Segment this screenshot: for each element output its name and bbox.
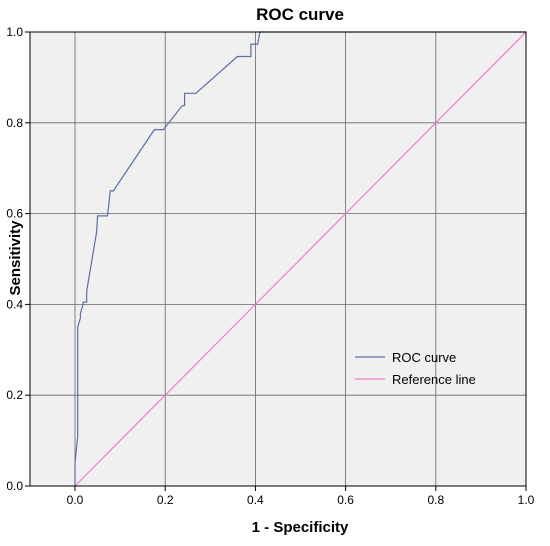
grid-lines: [30, 32, 526, 486]
y-tick-label: 0.6: [6, 207, 23, 221]
x-tick-label: 0.6: [337, 493, 354, 507]
reference-line-group: [74, 31, 527, 487]
y-axis-ticks: 0.0 0.2 0.4 0.6 0.8 1.0: [6, 25, 30, 493]
x-tick-label: 0.2: [157, 493, 174, 507]
legend: ROC curve Reference line: [355, 350, 476, 387]
y-tick-label: 0.8: [6, 116, 23, 130]
x-tick-label: 0.8: [427, 493, 444, 507]
y-axis-label: Sensitivity: [7, 220, 24, 296]
plot-area: [30, 32, 526, 486]
x-axis-ticks: 0.0 0.2 0.4 0.6 0.8 1.0: [67, 486, 535, 507]
reference-line: [74, 31, 527, 487]
x-axis-label: 1 - Specificity: [252, 519, 349, 536]
y-tick-label: 0.2: [6, 388, 23, 402]
y-tick-label: 0.4: [6, 297, 23, 311]
x-tick-label: 1.0: [518, 493, 535, 507]
plot-frame: [29, 31, 527, 487]
y-tick-label: 1.0: [6, 25, 23, 39]
x-tick-label: 0.0: [67, 493, 84, 507]
chart-title: ROC curve: [256, 5, 344, 24]
y-tick-label: 0.0: [6, 479, 23, 493]
legend-label-roc-curve: ROC curve: [392, 350, 456, 365]
legend-label-reference-line: Reference line: [392, 372, 476, 387]
x-tick-label: 0.4: [247, 493, 264, 507]
